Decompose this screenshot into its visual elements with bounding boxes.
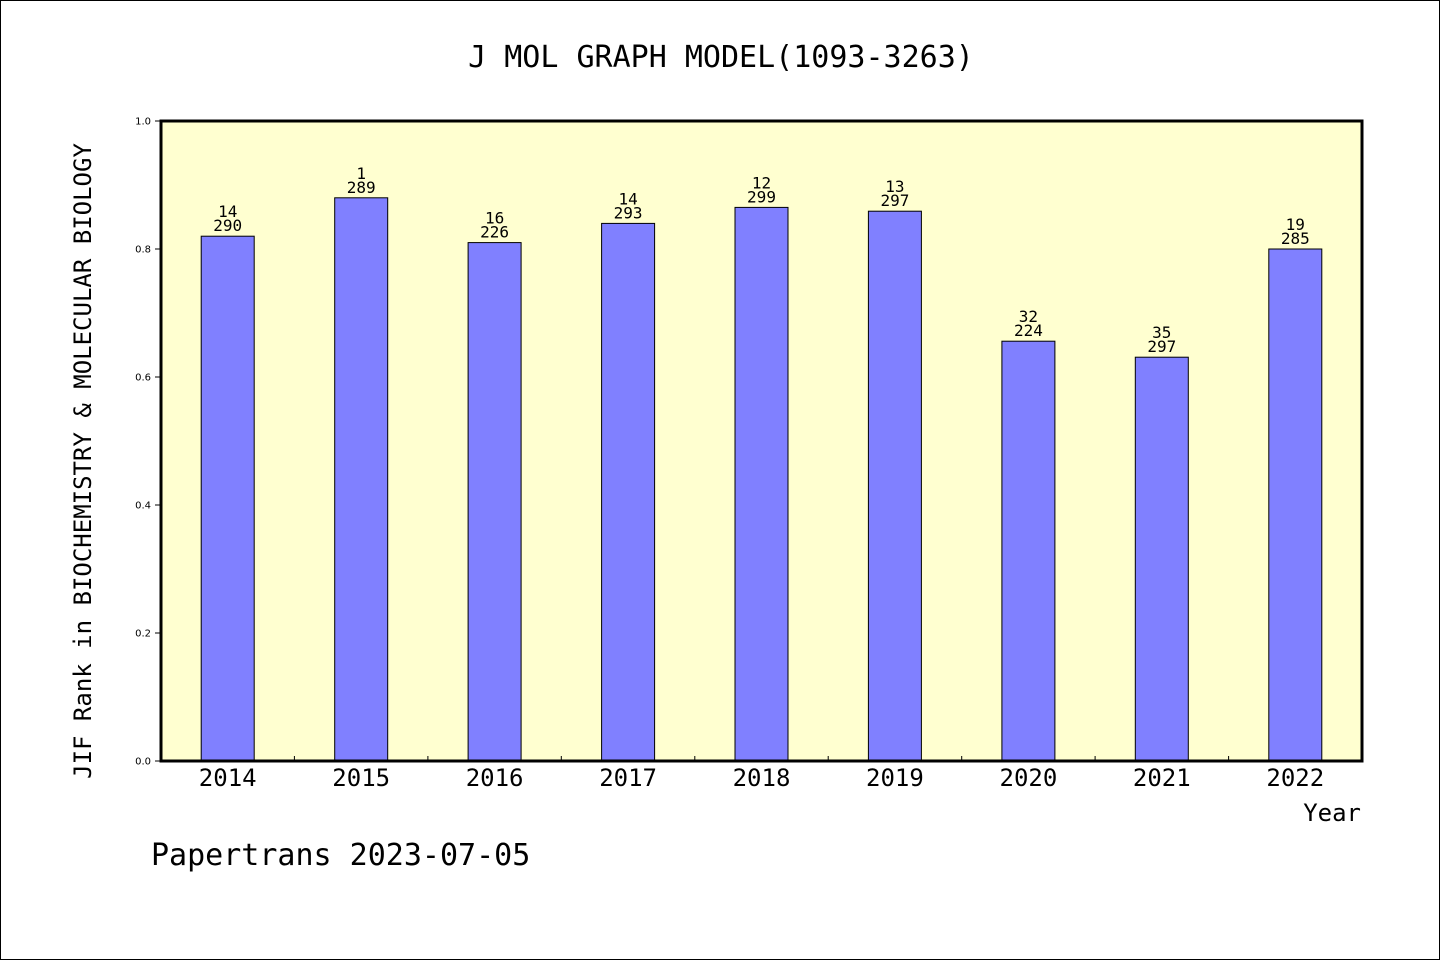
bar-total-label: 297 [880, 191, 909, 210]
bar-rank-label: 14 [218, 202, 237, 221]
plot-border [159, 119, 1364, 763]
x-axis: 2014 2015 2016 2017 2018 2019 2020 2021 2022 [199, 756, 1324, 792]
x-tick-label: 2020 [1000, 764, 1058, 792]
bar-total-label: 285 [1281, 229, 1310, 248]
bar-total-label: 224 [1014, 321, 1043, 340]
chart-title: J MOL GRAPH MODEL(1093-3263) [468, 40, 974, 75]
x-tick-label: 2018 [733, 764, 791, 792]
bar-2016 [467, 242, 522, 762]
x-tick-label: 2017 [599, 764, 657, 792]
y-tick-label: 0.2 [135, 629, 151, 640]
footer-credit: Papertrans 2023-07-05 [151, 838, 530, 873]
x-tick-label: 2014 [199, 764, 257, 792]
bar-rank-label: 19 [1286, 215, 1305, 234]
x-axis-label: Year [1303, 799, 1361, 827]
bar-total-label: 226 [480, 223, 509, 242]
y-axis: 0.0 0.2 0.4 0.6 0.8 1.0 [135, 117, 161, 768]
y-tick-label: 0.4 [135, 501, 151, 512]
bar-2017 [601, 222, 656, 762]
bar-2014 [200, 235, 255, 762]
bar-rank-label: 1 [356, 164, 366, 183]
y-tick-label: 1.0 [135, 117, 151, 128]
bar-total-label: 289 [347, 178, 376, 197]
bar-rank-label: 32 [1019, 307, 1038, 326]
bar-rank-label: 35 [1152, 323, 1171, 342]
bar-2020 [1001, 340, 1056, 762]
x-tick-label: 2015 [332, 764, 390, 792]
y-tick-label: 0.6 [135, 373, 151, 384]
x-tick-label: 2016 [466, 764, 524, 792]
bar-total-label: 293 [614, 203, 643, 222]
bar-rank-label: 13 [885, 177, 904, 196]
bar-2018 [734, 206, 789, 762]
x-tick-label: 2021 [1133, 764, 1191, 792]
bar-total-label: 297 [1147, 337, 1176, 356]
bar-rank-label: 14 [618, 189, 637, 208]
bar-2022 [1268, 248, 1323, 762]
bar-2015 [334, 197, 389, 762]
y-tick-label: 0.8 [135, 245, 151, 256]
bar-rank-label: 16 [485, 209, 504, 228]
bar-total-label: 299 [747, 187, 776, 206]
bar-2019 [867, 210, 922, 762]
bar-rank-label: 12 [752, 173, 771, 192]
x-tick-label: 2022 [1266, 764, 1324, 792]
y-axis-label: JIF Rank in BIOCHEMISTRY & MOLECULAR BIO… [69, 143, 97, 779]
bar-2021 [1134, 356, 1189, 762]
y-tick-label: 0.0 [135, 757, 151, 768]
bar-total-label: 290 [213, 216, 242, 235]
bars-group [200, 197, 1323, 762]
x-tick-label: 2019 [866, 764, 924, 792]
